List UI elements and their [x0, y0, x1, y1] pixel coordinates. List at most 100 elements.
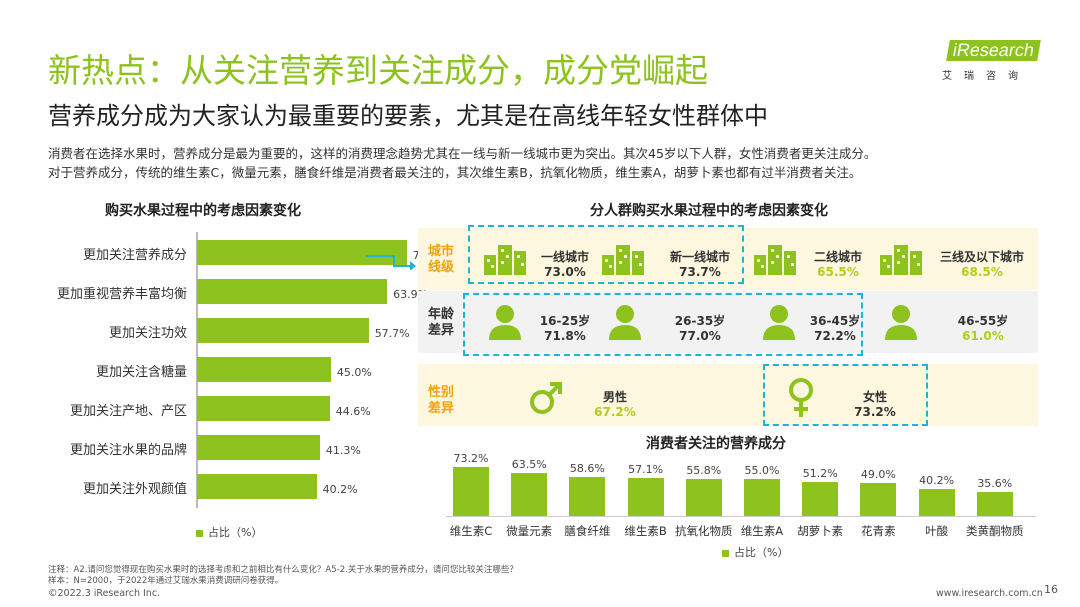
cell-value: 73.2%: [854, 405, 896, 419]
gender-label-line2: 差异: [428, 401, 455, 416]
age-label-line1: 年龄: [428, 307, 455, 322]
bar-value-label: 63.5%: [511, 458, 547, 472]
cell-name: 46-55岁: [957, 314, 1009, 328]
person-icon: [489, 305, 521, 340]
city-row-label: 城市 线级: [428, 244, 454, 276]
highlight-box-age: [463, 293, 863, 356]
age-cell-46-55: 46-55岁 61.0%: [948, 312, 1018, 343]
bar: [627, 477, 664, 516]
bar-category-label: 更加关注产地、产区: [69, 404, 187, 419]
gender-cell-male: 男性 67.2%: [585, 388, 645, 419]
segment-title: 分人群购买水果过程中的考虑因素变化: [590, 203, 828, 219]
city-building-icon: [754, 245, 796, 275]
bar: [918, 489, 955, 516]
bar-category-label: 维生素B: [624, 524, 667, 538]
city-cell-tier3-below: 三线及以下城市 68.5%: [930, 248, 1034, 279]
bar: [802, 481, 839, 516]
bar-category-label: 叶酸: [925, 524, 949, 538]
bar-category-label: 更加关注外观颜值: [82, 482, 187, 497]
bar-category-label: 类黄酮物质: [966, 524, 1024, 538]
city-cell-tier2: 二线城市 65.5%: [800, 248, 876, 279]
cell-name: 一线城市: [540, 250, 589, 264]
bar-category-label: 更加关注水果的品牌: [69, 443, 187, 458]
logo-word: iResearch: [946, 40, 1041, 61]
footnote-line-2: 样本：N=2000，于2022年通过艾瑞水果消费调研问卷获得。: [48, 576, 284, 586]
age-row-label: 年龄 差异: [428, 307, 454, 339]
website-link[interactable]: www.iresearch.com.cn: [936, 588, 1043, 599]
gender-row-label: 性别 差异: [428, 385, 454, 417]
legend-label: 占比（%）: [208, 526, 263, 539]
cell-value: 65.5%: [817, 265, 859, 279]
bar-value-label: 58.6%: [569, 461, 605, 475]
bar: [685, 478, 722, 516]
cell-value: 71.8%: [544, 329, 586, 343]
cell-value: 72.2%: [814, 329, 856, 343]
city-building-icon: [602, 245, 644, 275]
page-number: 16: [1044, 583, 1058, 596]
footnote-line-1: 注释：A2.请问您觉得现在购买水果时的选择考虑和之前相比有什么变化？A5-2.关…: [48, 565, 518, 575]
bar: [197, 435, 320, 460]
cell-name: 26-35岁: [674, 314, 726, 328]
bar: [197, 474, 317, 499]
cell-name: 三线及以下城市: [939, 250, 1024, 264]
cell-name: 二线城市: [813, 250, 862, 264]
bar-value-label: 49.0%: [860, 468, 896, 482]
person-icon: [885, 305, 917, 340]
bar: [860, 483, 897, 516]
legend-swatch: [722, 549, 729, 557]
city-cell-tier1: 一线城市 73.0%: [530, 248, 600, 279]
bar-value-label: 73.2%: [453, 451, 489, 465]
left-chart-title: 购买水果过程中的考虑因素变化: [105, 203, 301, 219]
female-symbol-icon: [789, 378, 813, 417]
cell-value: 73.7%: [679, 265, 721, 279]
cell-value: 68.5%: [961, 265, 1003, 279]
bar: [197, 318, 369, 343]
cell-value: 61.0%: [962, 329, 1004, 343]
bar-category-label: 微量元素: [506, 524, 553, 538]
male-symbol-icon: [530, 382, 562, 414]
gender-label-line1: 性别: [428, 385, 455, 400]
gender-band: [418, 364, 1038, 426]
bar: [197, 279, 388, 304]
age-cell-36-45: 36-45岁 72.2%: [800, 312, 870, 343]
bar-category-label: 胡萝卜素: [797, 524, 844, 538]
bar: [569, 476, 606, 516]
body-text-line-2: 对于营养成分，传统的维生素C，微量元素，膳食纤维是消费者最关注的，其次维生素B，…: [48, 165, 862, 180]
highlight-box-city: [468, 225, 744, 284]
bar-category-label: 更加关注含糖量: [95, 365, 187, 380]
bar-value-label: 35.6%: [977, 477, 1013, 491]
arrow-icon: [366, 255, 416, 270]
page-title: 新热点：从关注营养到关注成分，成分党崛起: [48, 51, 708, 90]
left-chart-legend: 占比（%）: [196, 524, 262, 540]
bar: [453, 466, 489, 516]
copyright: ©2022.3 iResearch Inc.: [48, 588, 161, 599]
age-cell-16-25: 16-25岁 71.8%: [530, 312, 600, 343]
bar-category-label: 维生素A: [740, 524, 784, 538]
bar-value-label: 40.2%: [322, 483, 358, 496]
bar-category-label: 抗氧化物质: [675, 524, 733, 538]
bar-category-label: 更加关注营养成分: [82, 248, 187, 263]
cell-value: 77.0%: [679, 329, 721, 343]
bar-value-label: 40.2%: [919, 474, 955, 488]
person-icon: [763, 305, 795, 340]
city-label-line1: 城市: [428, 244, 455, 259]
age-label-line2: 差异: [428, 323, 455, 338]
age-cell-26-35: 26-35岁 77.0%: [660, 312, 740, 343]
bar-value-label: 55.8%: [686, 463, 722, 477]
cell-value: 67.2%: [594, 405, 636, 419]
legend-label: 占比（%）: [734, 546, 789, 559]
bar-category-label: 更加重视营养丰富均衡: [56, 287, 187, 302]
bar-value-label: 57.1%: [628, 462, 664, 476]
bottom-chart-axis: [446, 516, 1036, 517]
iresearch-logo: iResearch 艾瑞咨询: [938, 34, 1048, 84]
bar: [511, 473, 548, 516]
city-building-icon: [484, 245, 526, 275]
cell-name: 女性: [862, 390, 887, 404]
bar: [197, 396, 330, 421]
city-label-line2: 线级: [428, 260, 455, 275]
bottom-chart-legend: 占比（%）: [722, 544, 788, 560]
bar: [197, 240, 407, 265]
age-band: [418, 291, 1038, 353]
legend-swatch: [196, 529, 203, 537]
bar-value-label: 55.0%: [744, 464, 780, 478]
